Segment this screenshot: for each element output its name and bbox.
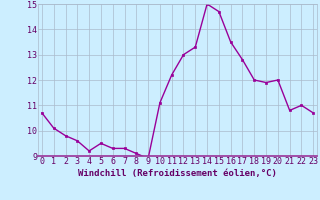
X-axis label: Windchill (Refroidissement éolien,°C): Windchill (Refroidissement éolien,°C) xyxy=(78,169,277,178)
